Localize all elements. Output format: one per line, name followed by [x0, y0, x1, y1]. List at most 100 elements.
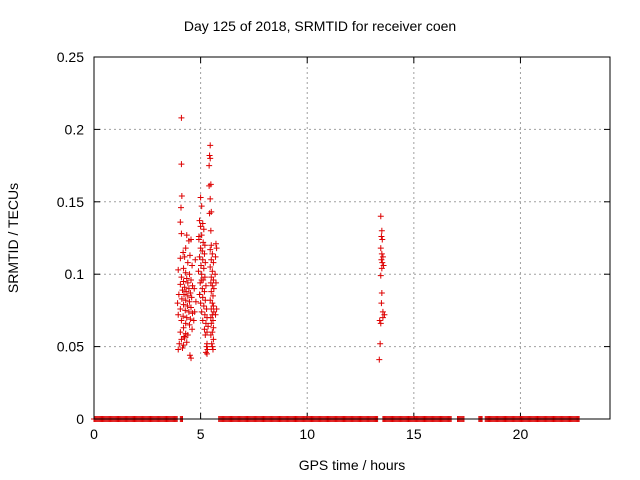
data-point [180, 278, 187, 285]
data-point [377, 213, 384, 220]
data-point [176, 340, 183, 347]
data-point [200, 265, 207, 272]
data-point [174, 300, 181, 307]
data-point [189, 326, 196, 333]
data-point [378, 256, 385, 263]
data-point [175, 311, 182, 318]
data-point [205, 323, 212, 330]
grid-lines [94, 57, 610, 419]
data-point [186, 271, 193, 278]
data-point [209, 346, 216, 353]
data-point [183, 339, 190, 346]
data-point [377, 272, 384, 279]
data-point [180, 324, 187, 331]
data-point [188, 294, 195, 301]
data-point [182, 307, 189, 314]
data-point [212, 253, 219, 260]
data-point [212, 279, 219, 286]
data-point [378, 227, 385, 234]
data-point [210, 324, 217, 331]
data-point [210, 336, 217, 343]
data-point [178, 336, 185, 343]
data-point [180, 313, 187, 320]
data-point [175, 266, 182, 273]
plot-frame [93, 56, 611, 420]
data-point [199, 317, 206, 324]
data-point [377, 245, 384, 252]
data-point [183, 314, 190, 321]
data-point [207, 227, 214, 234]
data-point [186, 321, 193, 328]
data-point [188, 276, 195, 283]
data-point [376, 356, 383, 363]
data-point [180, 301, 187, 308]
data-point [202, 349, 209, 356]
data-point [201, 288, 208, 295]
data-point [198, 271, 205, 278]
y-tick-label: 0 [76, 411, 84, 427]
data-point [208, 340, 215, 347]
data-point [177, 305, 184, 312]
data-point [379, 308, 386, 315]
data-point [182, 297, 189, 304]
data-point [377, 340, 384, 347]
data-point [178, 230, 185, 237]
data-point [207, 142, 214, 149]
x-axis-label: GPS time / hours [298, 457, 406, 473]
data-point [206, 152, 213, 159]
data-point [178, 193, 185, 200]
y-tick-label: 0.1 [65, 266, 85, 282]
x-tick-label: 20 [513, 426, 529, 442]
data-point [203, 343, 210, 350]
x-tick-label: 10 [299, 426, 315, 442]
data-point [189, 262, 196, 269]
data-point [182, 245, 189, 252]
data-point [180, 291, 187, 298]
data-point [197, 223, 204, 230]
data-point [209, 282, 216, 289]
data-point [206, 210, 213, 217]
x-tick-label: 5 [197, 426, 205, 442]
data-point [210, 276, 217, 283]
data-point [202, 282, 209, 289]
data-point [377, 320, 384, 327]
data-point [198, 262, 205, 269]
data-point [184, 279, 191, 286]
data-point [183, 232, 190, 239]
data-point [181, 334, 188, 341]
y-tick-label: 0.05 [57, 339, 84, 355]
data-point [186, 352, 193, 359]
y-tick-label: 0.2 [65, 121, 85, 137]
data-point [379, 253, 386, 260]
data-point [185, 308, 192, 315]
data-point [201, 326, 208, 333]
data-point [213, 245, 220, 252]
data-point [378, 265, 385, 272]
data-point [208, 320, 215, 327]
data-point [207, 263, 214, 270]
data-point [178, 114, 185, 121]
chart-title: Day 125 of 2018, SRMTID for receiver coe… [183, 18, 457, 34]
data-point [180, 249, 187, 256]
data-point [179, 345, 186, 352]
data-point [209, 250, 216, 257]
data-point [180, 265, 187, 272]
data-point [212, 271, 219, 278]
data-point [201, 250, 208, 257]
data-point [183, 275, 190, 282]
data-point [204, 346, 211, 353]
data-point [196, 253, 203, 260]
data-point [184, 303, 191, 310]
data-point [198, 232, 205, 239]
data-point [182, 330, 189, 337]
data-point [182, 269, 189, 276]
data-point [208, 305, 215, 312]
data-point [207, 195, 214, 202]
data-point [197, 300, 204, 307]
data-point [379, 259, 386, 266]
data-point [178, 317, 185, 324]
data-point [175, 346, 182, 353]
data-point [378, 290, 385, 297]
x-tick-label: 0 [90, 426, 98, 442]
data-point [207, 155, 214, 162]
